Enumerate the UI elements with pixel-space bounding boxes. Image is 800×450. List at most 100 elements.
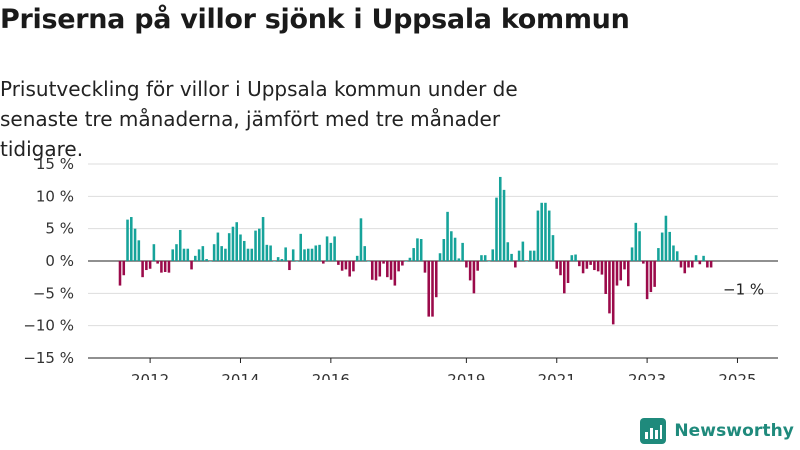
bar — [130, 217, 133, 261]
bar — [525, 261, 528, 262]
bar — [209, 261, 212, 262]
bar — [401, 261, 404, 266]
bar — [517, 250, 521, 261]
bar — [386, 261, 389, 278]
y-tick-label: 0 % — [45, 252, 74, 270]
bar — [141, 261, 144, 278]
bar — [536, 210, 540, 261]
bar — [182, 248, 186, 261]
bar — [563, 261, 566, 294]
bar — [649, 261, 653, 293]
bar — [269, 245, 272, 261]
bar — [212, 244, 216, 261]
bar — [664, 215, 668, 261]
bar — [702, 255, 705, 261]
bar — [642, 261, 645, 264]
x-tick-label: 2014 — [221, 371, 259, 380]
bar — [683, 261, 687, 274]
x-tick-label: 2025 — [718, 371, 756, 380]
bar — [468, 261, 472, 281]
bar — [178, 229, 182, 261]
bar — [638, 231, 641, 261]
bar — [318, 244, 321, 261]
bar — [472, 261, 476, 294]
bar — [250, 248, 254, 261]
y-tick-label: 5 % — [45, 220, 74, 238]
bar — [506, 242, 510, 261]
bar — [325, 236, 329, 261]
bar — [355, 255, 359, 261]
bar — [502, 189, 506, 261]
bar — [653, 261, 656, 287]
bar — [570, 255, 574, 261]
bar — [672, 245, 675, 261]
bar — [344, 261, 348, 270]
bar — [397, 261, 400, 272]
bar — [201, 246, 205, 261]
bar — [205, 259, 208, 261]
y-tick-label: −15 % — [23, 349, 74, 367]
bar — [254, 230, 257, 261]
bar — [280, 259, 284, 261]
bar — [634, 222, 638, 261]
bar — [698, 261, 702, 265]
bar — [235, 222, 238, 261]
bar — [337, 261, 340, 265]
bar — [382, 261, 385, 264]
bar — [416, 238, 419, 261]
bar — [160, 261, 163, 273]
bar — [540, 202, 543, 261]
bar — [547, 210, 551, 261]
bar-chart: 15 % 10 % 5 % 0 % −5 % −10 % −15 % 2012 2014 2016… — [23, 155, 778, 380]
bar — [555, 261, 559, 269]
bar — [434, 261, 438, 298]
bar — [691, 261, 694, 268]
bar — [593, 261, 596, 271]
y-tick-label: −5 % — [33, 284, 74, 302]
bar — [265, 244, 269, 261]
bar — [480, 255, 483, 261]
bar — [359, 218, 363, 261]
bar — [167, 261, 171, 273]
bar — [291, 249, 295, 261]
bar — [408, 257, 412, 261]
bar — [600, 261, 604, 275]
bar — [152, 244, 156, 261]
bar — [145, 261, 148, 271]
x-tick-label: 2023 — [628, 371, 666, 380]
x-tick-label: 2012 — [131, 371, 169, 380]
x-tick-label: 2019 — [447, 371, 485, 380]
bar — [657, 248, 660, 261]
bar — [574, 254, 577, 261]
bar — [687, 261, 690, 268]
bar — [461, 242, 464, 261]
bar — [163, 261, 167, 272]
last-value-label: −1 % — [723, 280, 764, 298]
bar — [619, 261, 623, 281]
bar — [246, 248, 250, 261]
bar — [498, 176, 502, 261]
bar — [227, 233, 231, 261]
bar — [596, 261, 600, 272]
bar — [389, 261, 393, 280]
bar — [261, 217, 265, 261]
bar — [273, 261, 276, 262]
bar — [137, 240, 141, 261]
bar — [521, 241, 525, 261]
bar — [457, 258, 461, 261]
bar — [370, 261, 374, 280]
newsworthy-logo-icon — [640, 418, 667, 444]
chart-title: Priserna på villor sjönk i Uppsala kommu… — [0, 4, 630, 35]
bar — [322, 261, 325, 264]
x-tick-label: 2016 — [312, 371, 350, 380]
bar — [694, 255, 698, 261]
bar — [487, 261, 491, 262]
bar — [412, 248, 415, 261]
bar — [171, 249, 174, 261]
bar — [645, 261, 649, 300]
bar — [706, 261, 709, 268]
bar — [340, 261, 344, 271]
bar — [122, 261, 126, 276]
bar — [374, 261, 378, 281]
bar — [419, 239, 423, 261]
